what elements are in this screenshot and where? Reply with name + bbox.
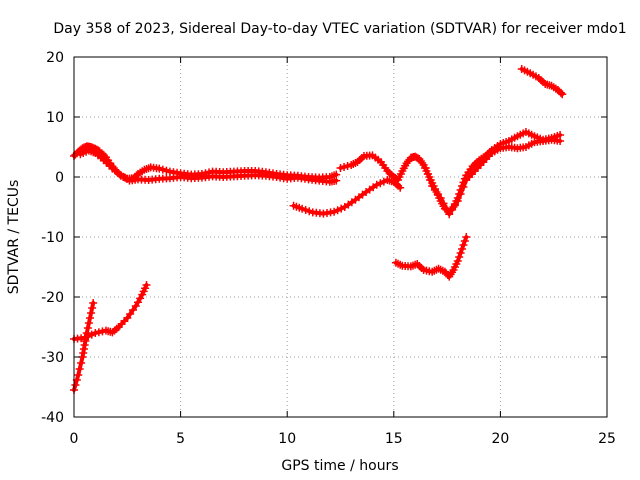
data-point — [343, 162, 352, 170]
data-point — [556, 137, 565, 145]
data-point — [333, 206, 342, 215]
y-tick-label: 10 — [46, 110, 64, 126]
data-point — [77, 359, 86, 367]
data-point — [142, 281, 151, 289]
data-point — [91, 329, 100, 337]
y-axis-label: SDTVAR / TECUs — [6, 180, 22, 295]
data-point — [453, 257, 462, 265]
series-trace-e — [517, 65, 567, 99]
y-tick-label: 20 — [46, 50, 64, 66]
data-point — [94, 328, 103, 337]
x-tick-label: 0 — [70, 431, 79, 447]
data-point — [75, 365, 84, 373]
y-tick-label: -40 — [41, 410, 64, 426]
tick-labels: 0 5 10 15 20 25 -40 -30 -20 -10 0 10 20 — [41, 50, 616, 447]
data-point — [89, 299, 98, 307]
series-trace-b-lower — [421, 135, 565, 219]
data-point — [459, 183, 468, 191]
series-trace-g — [70, 299, 98, 394]
data-point — [460, 237, 469, 245]
data-point — [330, 207, 339, 216]
x-tick-label: 25 — [598, 431, 616, 447]
data-point — [82, 329, 91, 337]
data-point — [453, 197, 462, 205]
data-point — [158, 165, 167, 174]
data-point — [459, 241, 468, 249]
data-point — [340, 163, 349, 171]
series-line — [72, 283, 149, 341]
data-point — [458, 245, 467, 253]
data-point — [556, 88, 565, 97]
data-layer — [70, 65, 567, 394]
data-point — [336, 164, 345, 172]
data-point — [298, 204, 307, 213]
data-point — [332, 176, 341, 185]
x-tick-label: 20 — [491, 431, 509, 447]
data-point — [426, 176, 435, 184]
chart-title: Day 358 of 2023, Sidereal Day-to-day VTE… — [53, 21, 626, 37]
y-tick-label: -20 — [41, 290, 64, 306]
x-tick-label: 15 — [385, 431, 403, 447]
data-point — [439, 199, 448, 208]
data-point — [84, 319, 93, 327]
data-point — [462, 233, 471, 241]
data-point — [301, 206, 310, 214]
data-point — [372, 180, 381, 189]
series-trace-c — [289, 176, 405, 218]
data-point — [448, 205, 457, 214]
data-point — [450, 201, 459, 210]
data-point — [337, 204, 346, 213]
data-point — [71, 381, 80, 389]
data-point — [87, 309, 96, 317]
y-tick-label: -10 — [41, 230, 64, 246]
data-point — [558, 90, 567, 99]
data-point — [155, 164, 164, 173]
data-point — [88, 304, 97, 312]
series-trace-d — [391, 233, 471, 281]
data-point — [456, 190, 465, 198]
data-point — [456, 249, 465, 257]
data-point — [85, 314, 94, 322]
x-tick-label: 10 — [278, 431, 296, 447]
y-tick-label: -30 — [41, 350, 64, 366]
x-axis-label: GPS time / hours — [281, 458, 398, 474]
data-point — [423, 170, 432, 178]
data-point — [421, 164, 430, 172]
data-point — [445, 210, 454, 219]
data-point — [379, 177, 388, 186]
data-point — [436, 194, 445, 202]
data-point — [74, 371, 83, 379]
data-point — [396, 183, 405, 192]
data-point — [376, 179, 385, 188]
y-tick-label: 0 — [55, 170, 64, 186]
series-trace-a-lower — [76, 146, 341, 186]
data-point — [442, 204, 451, 213]
data-point — [162, 166, 171, 175]
data-point — [455, 253, 464, 261]
x-tick-label: 5 — [176, 431, 185, 447]
axis-ticks — [73, 56, 608, 418]
data-point — [87, 330, 96, 339]
data-point — [83, 324, 92, 332]
data-point — [305, 207, 314, 216]
